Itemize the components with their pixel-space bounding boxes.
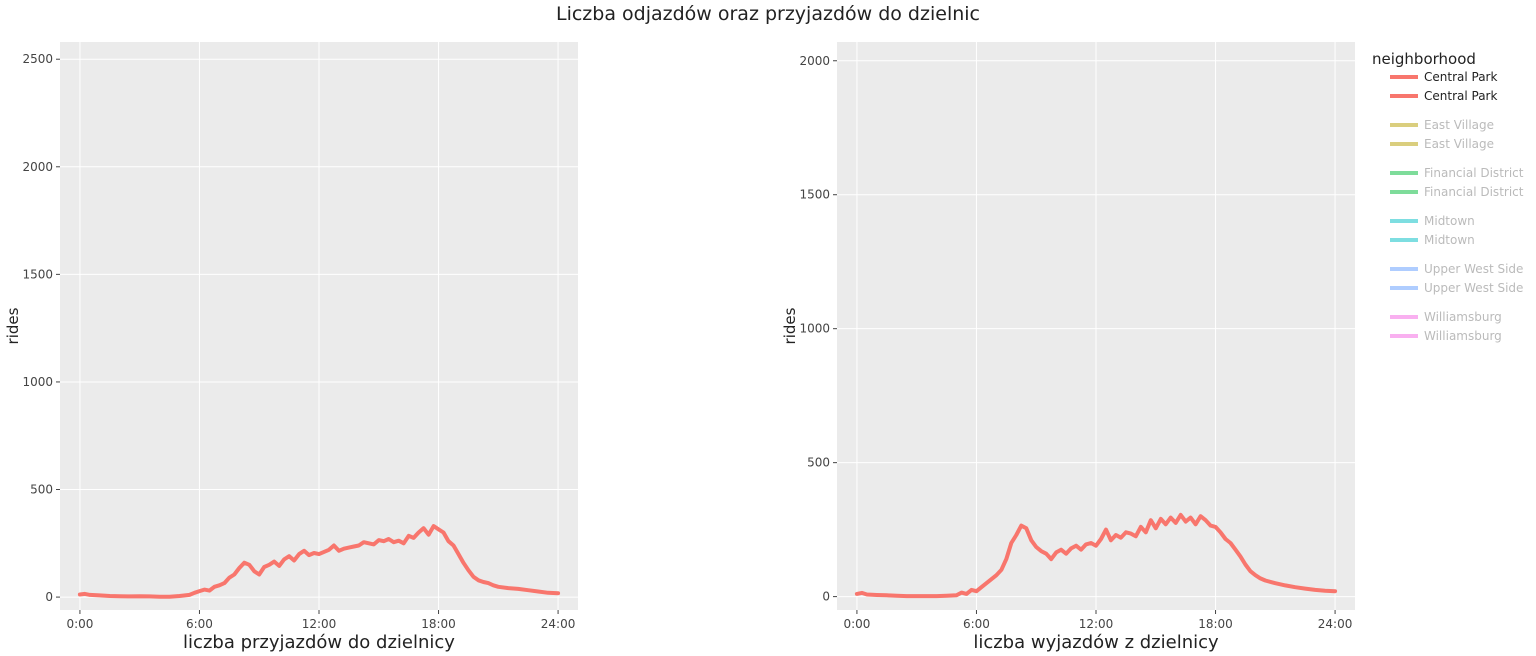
y-tick-label: 2500	[22, 52, 53, 66]
legend-label: Upper West Side	[1424, 262, 1523, 276]
legend-item[interactable]: East Village	[1390, 118, 1494, 132]
x-tick-label: 24:00	[541, 617, 576, 631]
legend: neighborhood Central Park Central Park Eas…	[1372, 50, 1524, 343]
series-line-central-park	[854, 512, 1338, 599]
y-tick-label: 0	[822, 590, 830, 604]
legend-label: East Village	[1424, 118, 1494, 132]
legend-item[interactable]: Central Park	[1390, 70, 1497, 84]
y-tick-label: 2000	[799, 54, 830, 68]
legend-label: Upper West Side	[1424, 281, 1523, 295]
x-tick-label: 18:00	[421, 617, 456, 631]
x-tick-label: 6:00	[963, 617, 990, 631]
y-tick-label: 1500	[22, 267, 53, 281]
y-tick-label: 2000	[22, 160, 53, 174]
legend-item[interactable]: Midtown	[1390, 214, 1475, 228]
legend-label: Williamsburg	[1424, 310, 1502, 324]
legend-label: Financial District	[1424, 185, 1524, 199]
legend-item[interactable]: Financial District	[1390, 185, 1524, 199]
legend-label: Central Park	[1424, 70, 1497, 84]
legend-label: Midtown	[1424, 214, 1475, 228]
y-tick-label: 500	[30, 483, 53, 497]
legend-item[interactable]: Central Park	[1390, 89, 1497, 103]
legend-title: neighborhood	[1372, 50, 1476, 68]
legend-item[interactable]: Midtown	[1390, 233, 1475, 247]
x-axis-label: liczba przyjazdów do dzielnicy	[183, 632, 455, 653]
series-line-central-park	[77, 524, 561, 599]
legend-item[interactable]: Williamsburg	[1390, 310, 1502, 324]
panel-departures: 0 500 1000 1500 2000 0:00 6:00 12:00 18:00 24:00 l…	[781, 42, 1355, 653]
y-tick-label: 1500	[799, 188, 830, 202]
legend-item[interactable]: Upper West Side	[1390, 262, 1523, 276]
x-axis-label: liczba wyjazdów z dzielnicy	[973, 632, 1219, 653]
legend-items: Central Park Central Park East Village East…	[1390, 70, 1524, 343]
legend-item[interactable]: Financial District	[1390, 166, 1524, 180]
legend-label: Central Park	[1424, 89, 1497, 103]
x-tick-label: 12:00	[1079, 617, 1114, 631]
legend-label: East Village	[1424, 137, 1494, 151]
y-axis-label: rides	[4, 307, 22, 344]
y-tick-label: 1000	[799, 322, 830, 336]
y-tick-label: 1000	[22, 375, 53, 389]
x-tick-label: 6:00	[186, 617, 213, 631]
legend-label: Midtown	[1424, 233, 1475, 247]
legend-item[interactable]: Upper West Side	[1390, 281, 1523, 295]
y-axis-label: rides	[781, 307, 799, 344]
x-tick-label: 18:00	[1198, 617, 1233, 631]
x-tick-label: 24:00	[1318, 617, 1353, 631]
panel-arrivals: 0 500 1000 1500 2000 2500 0:00 6:00 12:00 18:00 24…	[4, 42, 578, 653]
figure-title: Liczba odjazdów oraz przyjazdów do dziel…	[556, 3, 980, 25]
x-tick-label: 12:00	[302, 617, 337, 631]
legend-label: Financial District	[1424, 166, 1524, 180]
y-tick-label: 500	[807, 456, 830, 470]
x-tick-label: 0:00	[66, 617, 93, 631]
y-tick-label: 0	[45, 590, 53, 604]
legend-label: Williamsburg	[1424, 329, 1502, 343]
legend-item[interactable]: Williamsburg	[1390, 329, 1502, 343]
legend-item[interactable]: East Village	[1390, 137, 1494, 151]
x-tick-label: 0:00	[843, 617, 870, 631]
